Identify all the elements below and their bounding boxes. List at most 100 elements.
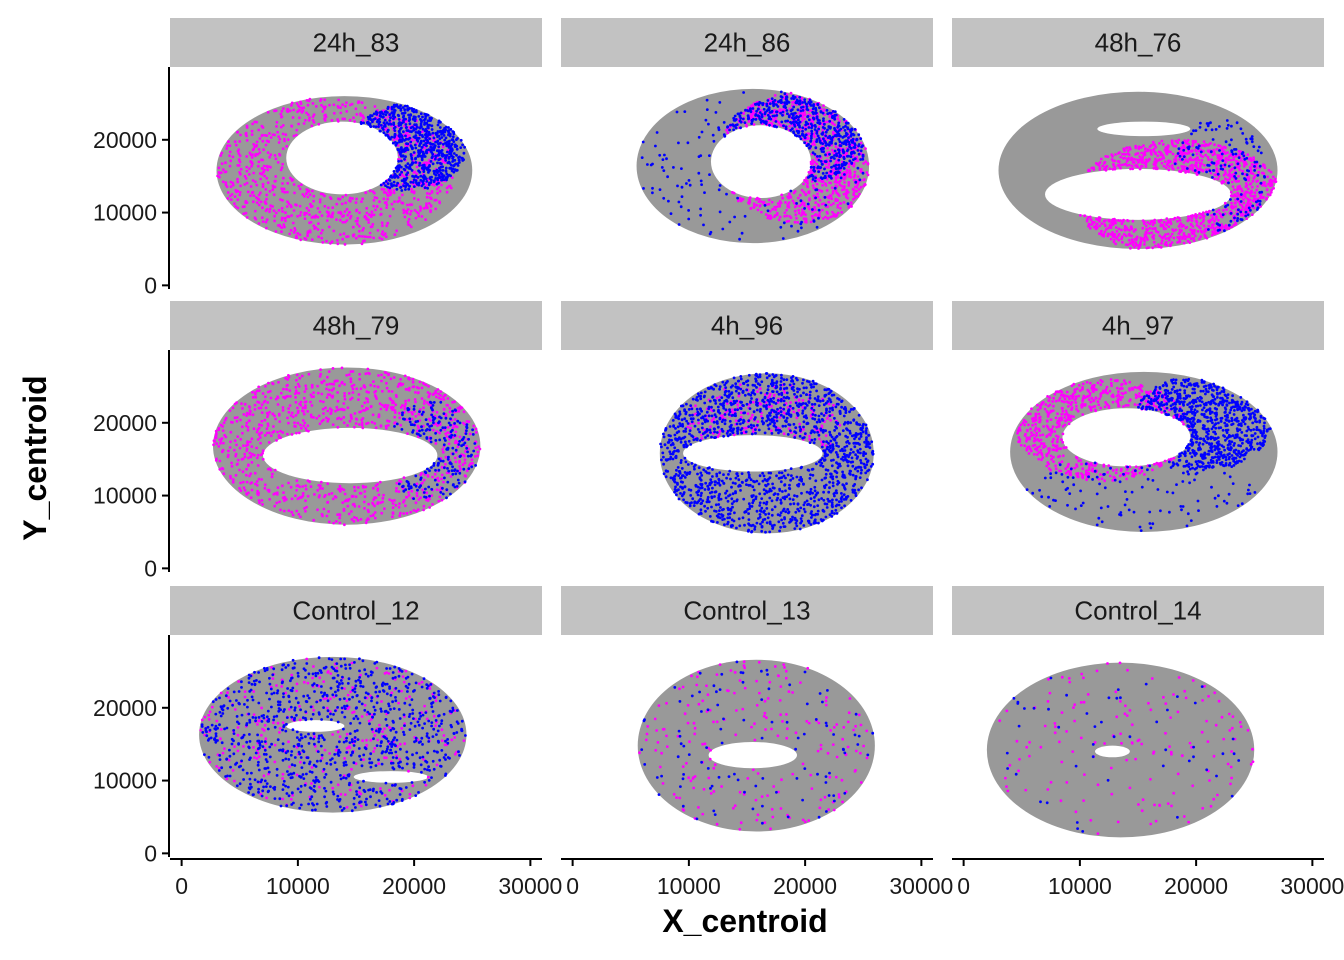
cell-point [351,387,355,391]
cell-point [1186,219,1190,223]
cell-point [382,188,386,191]
cell-point [746,109,749,112]
cell-point [1242,201,1246,205]
cell-point [807,170,811,174]
cell-point [790,112,793,116]
cell-point [1263,166,1267,170]
cell-point [323,204,327,208]
cell-point [414,131,418,134]
cell-point [718,101,722,104]
cell-point [1256,149,1260,153]
cell-point [237,158,241,161]
cell-point [641,140,645,144]
cell-point [1159,245,1163,249]
cell-point [278,137,282,141]
cell-point [640,156,644,160]
cell-point [406,223,410,226]
cell-point [858,192,861,196]
cell-point [800,226,803,230]
cell-point [1141,226,1145,230]
cell-point [840,141,844,145]
cell-point [393,415,397,419]
cell-point [1122,232,1126,236]
cell-point [408,107,411,110]
cell-point [794,213,798,217]
cell-point [436,123,440,127]
cell-point [362,226,365,230]
cell-point [1242,198,1245,201]
cell-point [414,127,418,131]
cell-point [767,108,771,111]
cell-point [404,126,408,130]
cell-point [1171,228,1174,232]
cell-point [377,415,381,418]
cell-point [300,183,303,187]
cell-point [746,117,750,121]
cell-point [791,199,795,203]
cell-point [1117,219,1120,222]
cell-point [395,184,398,188]
cell-point [355,418,359,421]
cell-point [743,121,747,124]
cell-point [445,435,449,438]
cell-point [1183,237,1187,241]
cell-point [1079,214,1082,217]
cell-point [1245,141,1248,144]
cell-point [397,117,401,121]
cell-point [252,427,256,431]
cell-point [439,141,442,145]
cell-point [1228,177,1232,181]
cell-point [300,106,304,110]
cell-point [755,203,759,207]
cell-point [440,178,444,182]
cell-point [430,142,434,146]
cell-point [401,404,404,407]
cell-point [419,473,422,477]
cell-point [415,210,419,214]
cell-point [1103,230,1107,234]
cell-point [792,131,796,135]
cell-point [255,483,259,487]
cell-point [434,173,438,177]
cell-point [1171,166,1174,170]
cell-point [739,111,743,115]
cell-point [1110,218,1114,222]
cell-point [357,234,361,238]
cell-point [403,111,407,115]
cell-point [341,237,345,241]
cell-point [1191,144,1194,148]
cell-point [385,386,389,390]
cell-point [815,138,819,142]
cell-point [317,222,320,226]
cell-point [845,188,849,192]
cell-point [273,468,277,472]
cell-point [243,488,247,492]
cell-point [276,430,279,434]
cell-point [839,166,843,170]
cell-point [245,165,249,169]
cell-point [336,425,340,429]
cell-point [1178,235,1182,239]
cell-point [257,193,261,197]
cell-point [312,199,315,203]
cell-point [833,149,837,153]
cell-point [383,118,387,122]
cell-point [377,493,381,497]
cell-point [787,195,791,199]
cell-point [296,104,300,107]
cell-point [1129,158,1133,162]
cell-point [440,473,444,477]
cell-point [348,419,352,423]
cell-point [477,445,480,448]
cell-point [736,196,739,200]
cell-point [1190,149,1193,153]
cell-point [1224,205,1227,209]
cell-point [277,135,280,139]
cell-point [269,165,272,169]
cell-point [808,197,811,201]
cell-point [400,135,404,139]
cell-point [341,220,345,224]
cell-point [450,149,454,153]
cell-point [767,198,771,202]
cell-point [219,154,223,157]
